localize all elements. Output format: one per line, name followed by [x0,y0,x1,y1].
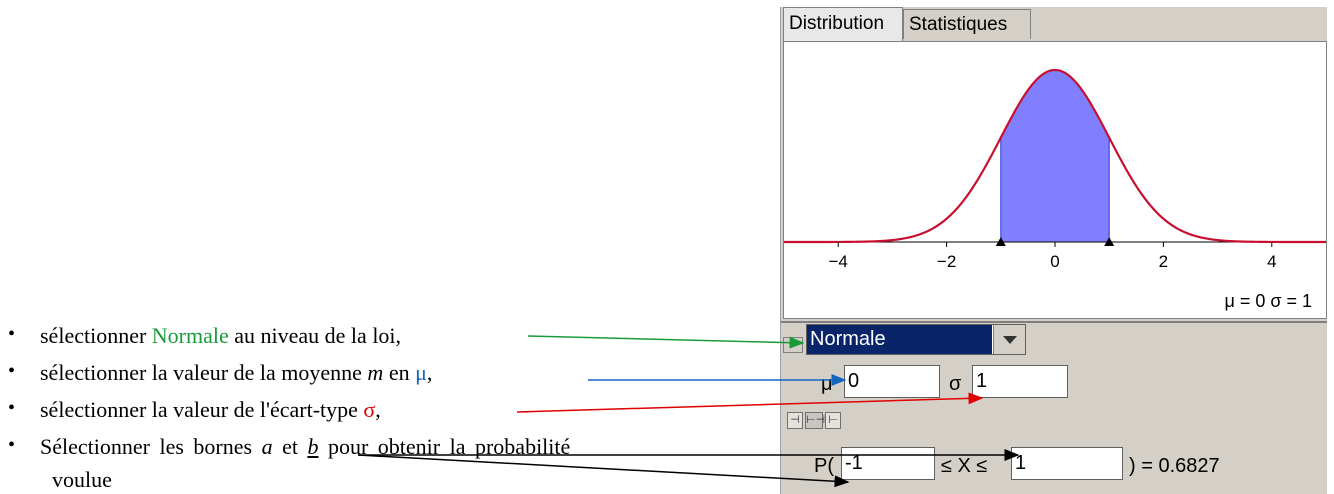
lower-bound-input[interactable]: -1 [841,447,935,480]
mu-input[interactable]: 0 [844,365,940,398]
toggle-icon[interactable]: ▸ [783,337,803,353]
instruction-text: pour obtenir la probabilité [318,434,571,459]
sigma-label: σ [949,373,962,395]
bound-marker[interactable] [995,237,1006,246]
distribution-plot: −4 −2 0 2 4 μ = 0 σ = 1 [783,41,1327,319]
tab-distribution[interactable]: Distribution [783,7,903,41]
bound-marker[interactable] [1104,237,1115,246]
instruction-text: Sélectionner les bornes [40,434,262,459]
interval-icon[interactable]: ⊢⊣ [805,412,825,429]
probability-result: ) = 0.6827 [1129,455,1220,477]
x-tick-label: 2 [1159,252,1168,271]
normal-curve-chart: −4 −2 0 2 4 [784,68,1326,271]
params-readout: μ = 0 σ = 1 [1224,291,1312,311]
instruction-text: sélectionner [40,323,152,348]
shaded-area [1000,69,1110,243]
left-sided-icon[interactable]: ⊣ [787,412,803,429]
var-m: m [367,360,384,385]
instruction-list: • sélectionner Normale au niveau de la l… [8,323,571,492]
divider [781,321,1327,323]
distribution-select-value: Normale [807,325,992,354]
bound-markers [995,237,1115,246]
distribution-select[interactable]: Normale [806,324,1026,355]
instruction-text: et [272,434,308,459]
instruction-text: au niveau de la loi, [228,323,402,348]
var-b: b [307,434,319,459]
density-curve [784,68,1326,244]
inequality-label: ≤ X ≤ [941,455,988,477]
instruction-text: , [375,397,381,422]
instruction-text: en [383,360,416,385]
x-tick-label: 0 [1050,252,1059,271]
mu-label: μ [821,373,833,395]
tab-statistiques[interactable]: Statistiques [903,9,1031,39]
instruction-text: sélectionner la valeur de l'écart-type [40,397,364,422]
instruction-4-line2: voulue [52,467,112,492]
instruction-text: sélectionner la valeur de la moyenne [40,360,368,385]
chevron-down-icon[interactable] [993,325,1025,354]
probability-calculator-panel: Distribution Statistiques −4 −2 0 2 4 μ = 0 … [780,7,1327,494]
sigma-highlight: σ [363,397,376,422]
x-tick-label: −2 [937,252,956,271]
right-sided-icon[interactable]: ⊢ [825,412,841,429]
prob-prefix: P( [814,455,834,477]
instruction-text: , [426,360,433,385]
mu-highlight: μ [415,360,427,385]
var-a: a [261,434,273,459]
upper-bound-input[interactable]: 1 [1011,447,1123,480]
x-tick-label: 4 [1267,252,1276,271]
x-tick-label: −4 [829,252,848,271]
sigma-input[interactable]: 1 [972,365,1068,398]
x-ticks: −4 −2 0 2 4 [829,242,1277,271]
normale-highlight: Normale [151,323,229,348]
